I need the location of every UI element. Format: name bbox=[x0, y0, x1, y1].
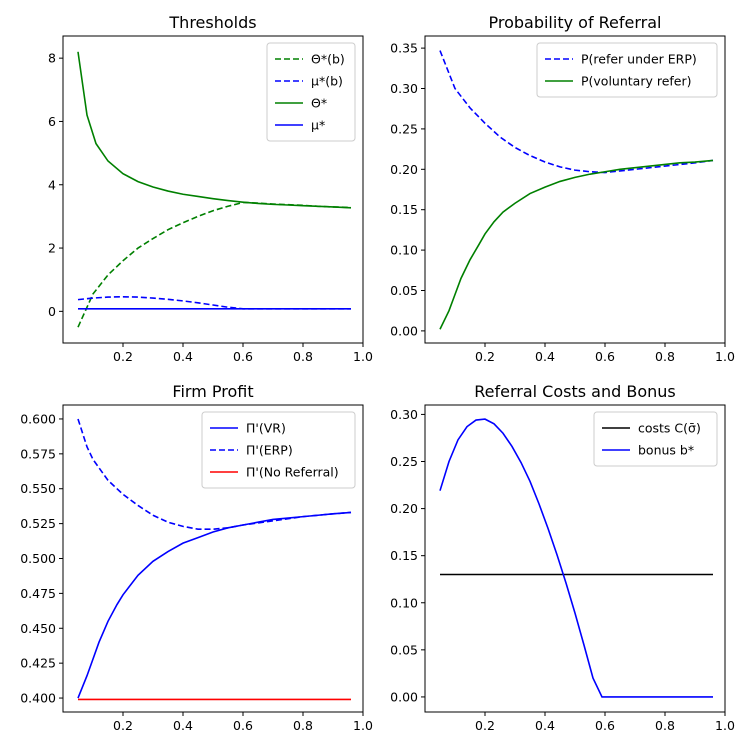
legend-label: μ*(b) bbox=[311, 74, 343, 89]
series-line-2 bbox=[77, 295, 351, 310]
series-line-2 bbox=[439, 418, 713, 698]
y-tick-label: 0.10 bbox=[390, 595, 418, 610]
x-tick-label: 0.6 bbox=[233, 349, 253, 364]
y-tick-label: 0.10 bbox=[390, 243, 418, 258]
legend-box bbox=[536, 42, 718, 98]
panel-2: Probability of Referral 0.2 0.4 0.6 0.8 1.0 0.… bbox=[390, 13, 735, 364]
y-tick-label: 0.15 bbox=[390, 202, 418, 217]
series-group bbox=[77, 51, 352, 328]
chart-title: Referral Costs and Bonus bbox=[474, 382, 676, 401]
y-tick-label: 0.575 bbox=[20, 446, 56, 461]
y-tick-label: 0.25 bbox=[390, 121, 418, 136]
legend-label: Θ* bbox=[311, 96, 327, 111]
x-tick-label: 0.4 bbox=[173, 349, 193, 364]
y-tick-label: 0.425 bbox=[20, 656, 56, 671]
y-tick-label: 0.35 bbox=[390, 41, 418, 56]
series-group bbox=[439, 418, 713, 698]
y-tick-label: 0.500 bbox=[20, 551, 56, 566]
legend-label: Π'(ERP) bbox=[246, 443, 293, 458]
series-line-2 bbox=[77, 418, 352, 531]
chart-title: Firm Profit bbox=[172, 382, 253, 401]
legend-label: P(refer under ERP) bbox=[581, 52, 697, 67]
y-tick-label: 0.400 bbox=[20, 691, 56, 706]
panel-3: Firm Profit 0.2 0.4 0.6 0.8 1.0 0.400 0.425 0.45… bbox=[20, 382, 373, 733]
legend-label: costs C(σ̄) bbox=[638, 421, 701, 436]
y-tick-label: 0.600 bbox=[20, 411, 56, 426]
x-tick-label: 0.8 bbox=[655, 718, 675, 733]
legend: Θ*(b) μ*(b) Θ* μ* bbox=[266, 42, 356, 142]
y-tick-label: 0.00 bbox=[390, 323, 418, 338]
y-tick-label: 0.450 bbox=[20, 621, 56, 636]
series-line-1 bbox=[77, 511, 352, 699]
legend-label: Θ*(b) bbox=[311, 52, 345, 67]
y-tick-label: 4 bbox=[48, 177, 56, 192]
x-tick-label: 0.2 bbox=[113, 718, 133, 733]
y-tick-label: 0.00 bbox=[390, 689, 418, 704]
series-line-3 bbox=[77, 51, 352, 209]
legend-label: μ* bbox=[311, 118, 325, 133]
x-tick-label: 0.8 bbox=[293, 718, 313, 733]
x-tick-label: 0.8 bbox=[293, 349, 313, 364]
x-tick-label: 1.0 bbox=[715, 349, 735, 364]
x-tick-label: 0.4 bbox=[173, 718, 193, 733]
y-tick-label: 0.475 bbox=[20, 586, 56, 601]
legend-box bbox=[593, 411, 718, 467]
plot-frame bbox=[424, 404, 726, 713]
y-tick-label: 0.30 bbox=[390, 407, 418, 422]
y-tick-label: 0.525 bbox=[20, 516, 56, 531]
legend: P(refer under ERP) P(voluntary refer) bbox=[536, 42, 718, 98]
chart-title: Thresholds bbox=[168, 13, 256, 32]
series-line-1 bbox=[77, 201, 352, 328]
series-group bbox=[439, 50, 714, 330]
y-tick-label: 0.550 bbox=[20, 481, 56, 496]
y-tick-label: 0.20 bbox=[390, 501, 418, 516]
y-tick-label: 0.05 bbox=[390, 283, 418, 298]
x-tick-label: 0.2 bbox=[475, 718, 495, 733]
series-line-1 bbox=[439, 50, 714, 174]
panel-1: Thresholds 0.2 0.4 0.6 0.8 1.0 0 2 4 6 8 Θ*(b) μ*(b)… bbox=[48, 13, 373, 364]
y-tick-label: 8 bbox=[48, 51, 56, 66]
chart-title: Probability of Referral bbox=[488, 13, 661, 32]
x-tick-label: 1.0 bbox=[353, 349, 373, 364]
x-tick-label: 0.2 bbox=[113, 349, 133, 364]
x-tick-label: 0.8 bbox=[655, 349, 675, 364]
y-tick-label: 2 bbox=[48, 241, 56, 256]
legend-box bbox=[201, 411, 356, 489]
x-tick-label: 0.6 bbox=[595, 718, 615, 733]
x-tick-label: 0.6 bbox=[233, 718, 253, 733]
legend-label: Π'(No Referral) bbox=[246, 465, 339, 480]
legend: costs C(σ̄) bonus b* bbox=[593, 411, 718, 467]
x-tick-label: 1.0 bbox=[353, 718, 373, 733]
x-tick-label: 0.2 bbox=[475, 349, 495, 364]
legend-label: P(voluntary refer) bbox=[581, 74, 692, 89]
y-tick-label: 0.05 bbox=[390, 642, 418, 657]
plot-frame bbox=[62, 35, 364, 344]
legend: Π'(VR) Π'(ERP) Π'(No Referral) bbox=[201, 411, 356, 489]
legend-label: Π'(VR) bbox=[246, 421, 286, 436]
y-tick-label: 6 bbox=[48, 114, 56, 129]
x-tick-label: 1.0 bbox=[715, 718, 735, 733]
series-group bbox=[77, 418, 352, 701]
series-line-2 bbox=[439, 159, 714, 330]
y-tick-label: 0.30 bbox=[390, 81, 418, 96]
panel-4: Referral Costs and Bonus 0.2 0.4 0.6 0.8 1.0 0… bbox=[390, 382, 735, 733]
plot-frame bbox=[424, 35, 726, 344]
y-tick-label: 0 bbox=[48, 304, 56, 319]
legend-label: bonus b* bbox=[638, 443, 694, 458]
y-tick-label: 0.25 bbox=[390, 454, 418, 469]
y-tick-label: 0.20 bbox=[390, 162, 418, 177]
x-tick-label: 0.6 bbox=[595, 349, 615, 364]
x-tick-label: 0.4 bbox=[535, 718, 555, 733]
y-tick-label: 0.15 bbox=[390, 548, 418, 563]
x-tick-label: 0.4 bbox=[535, 349, 555, 364]
legend-box bbox=[266, 42, 356, 142]
